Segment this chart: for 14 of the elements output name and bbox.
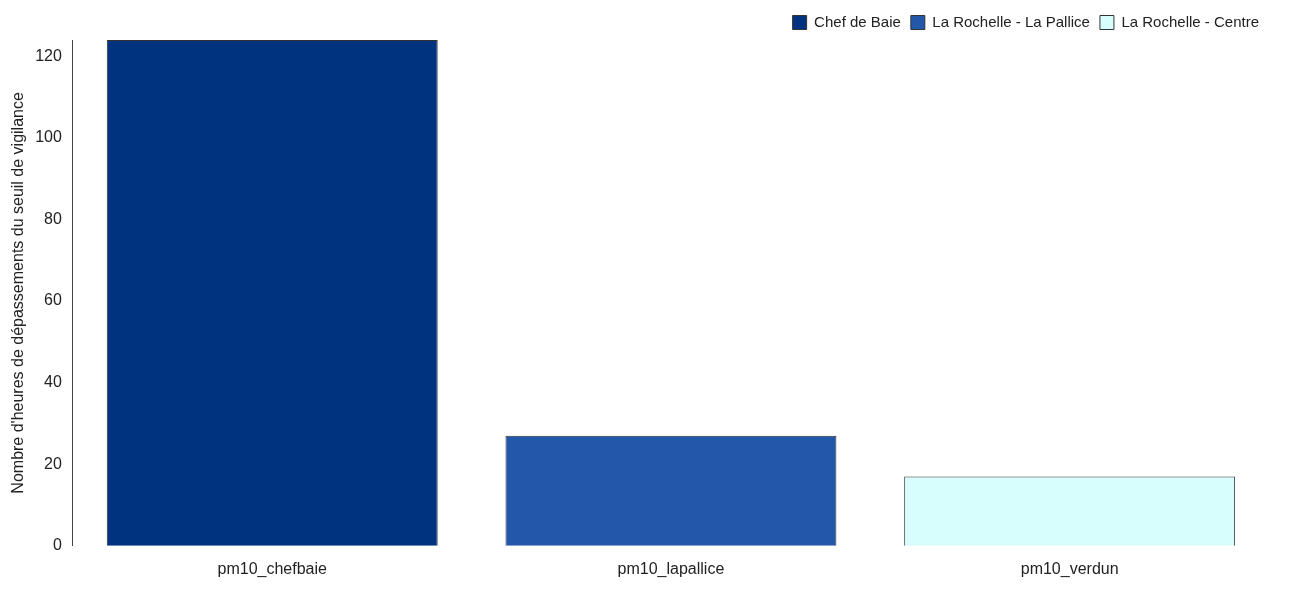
x-tick-label: pm10_verdun [1020,559,1119,578]
legend-label: La Rochelle - Centre [1121,12,1260,30]
y-tick-label: 40 [44,373,62,391]
y-tick-label: 60 [44,291,62,309]
y-tick-label: 100 [35,128,62,146]
x-tick-label: pm10_lapallice [617,559,725,578]
y-tick-label: 20 [44,454,62,472]
y-tick-label: 0 [52,536,62,554]
legend-label: La Rochelle - La Pallice [932,12,1090,30]
y-axis-title: Nombre d'heures de dépassements du seuil de vigilance [9,92,27,494]
y-tick-label: 120 [35,46,62,64]
legend-label: Chef de Baie [814,12,901,30]
y-tick-label: 80 [44,209,62,227]
x-tick-label: pm10_chefbaie [217,559,328,578]
